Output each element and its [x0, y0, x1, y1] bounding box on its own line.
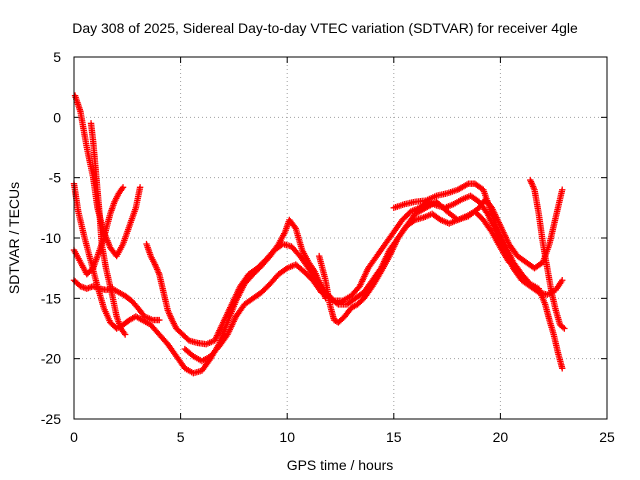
axis-ticks: [73, 56, 608, 420]
y-tick-label: -5: [49, 170, 62, 186]
data-point: [119, 184, 127, 191]
chart-title: Day 308 of 2025, Sidereal Day-to-day VTE…: [72, 20, 578, 36]
series-track-4: [70, 184, 127, 278]
marker-fill: [559, 324, 567, 331]
x-tick-label: 20: [493, 429, 509, 445]
x-tick-label: 5: [177, 429, 185, 445]
y-tick-labels: -25 -20 -15 -10 -5 0 5: [41, 49, 61, 427]
y-tick-label: -15: [41, 290, 61, 306]
y-tick-label: 5: [53, 49, 61, 65]
data-point: [136, 184, 144, 191]
data-point: [559, 277, 566, 284]
x-tick-label: 10: [279, 429, 295, 445]
data-point: [559, 186, 566, 193]
marker-fill: [333, 300, 341, 307]
series-track-8: [315, 186, 566, 326]
x-axis-label: GPS time / hours: [287, 457, 394, 473]
y-tick-label: -25: [41, 411, 61, 427]
data-point: [559, 365, 566, 372]
series-track-3: [70, 277, 163, 324]
data-point: [561, 325, 568, 332]
series-track-7: [181, 208, 521, 365]
series-track-10: [527, 176, 568, 332]
data-point: [156, 316, 163, 324]
plot-frame: [73, 56, 608, 420]
y-tick-label: -20: [41, 351, 61, 367]
x-tick-label: 0: [70, 429, 78, 445]
x-tick-labels: 0 5 10 15 20 25: [70, 429, 615, 445]
x-tick-label: 25: [599, 429, 615, 445]
y-tick-label: -10: [41, 230, 61, 246]
series-track-9: [390, 180, 566, 372]
y-tick-label: 0: [53, 109, 61, 125]
series-track-5: [87, 120, 129, 338]
series-track-6: [143, 192, 566, 348]
y-axis-label: SDTVAR / TECUs: [6, 182, 22, 294]
data-point: [121, 331, 129, 338]
data-series: [70, 92, 568, 377]
x-tick-label: 15: [386, 429, 402, 445]
marker-fill: [291, 223, 298, 231]
grid: [74, 57, 607, 419]
